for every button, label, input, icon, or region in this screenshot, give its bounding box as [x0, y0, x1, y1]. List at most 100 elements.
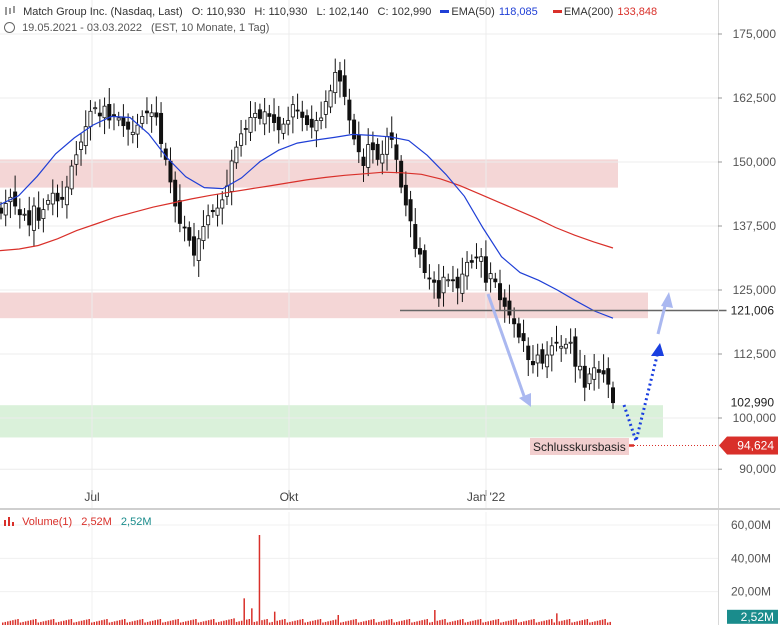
volume-bar — [347, 620, 350, 625]
volume-bar — [540, 621, 543, 625]
ema50-legend[interactable]: EMA(50) 118,085 — [440, 6, 546, 18]
volume-bar — [578, 620, 581, 625]
volume-bar — [469, 621, 472, 625]
volume-bar — [182, 621, 184, 625]
volume-bar — [27, 620, 29, 625]
last-price-label-text: 102,990 — [731, 396, 775, 410]
candle-body — [130, 131, 135, 136]
volume-bar — [566, 619, 568, 625]
volume-icon[interactable] — [4, 517, 15, 526]
candle-body — [220, 199, 225, 209]
ohlc-high: H: 110,930 — [254, 6, 308, 18]
volume-bar — [286, 622, 289, 625]
volume-bar — [146, 621, 149, 625]
volume-bar — [22, 621, 24, 625]
volume-bar — [507, 620, 510, 625]
chart-header-row1: Match Group Inc. (Nasdaq, Last) O: 110,9… — [4, 6, 669, 18]
candle-body — [13, 191, 18, 207]
volume-bar — [55, 622, 57, 625]
candle-body — [408, 199, 413, 222]
ema200-legend[interactable]: EMA(200) 133,848 — [552, 6, 663, 18]
volume-bar — [139, 619, 141, 625]
x-tick-label: Jul — [84, 490, 99, 504]
volume-bar — [195, 619, 197, 625]
candle-body — [196, 238, 201, 261]
volume-bar — [169, 620, 172, 625]
candle-body — [239, 133, 244, 146]
volume-bar — [601, 619, 604, 625]
candle-body — [568, 341, 573, 344]
chart-type-icon[interactable] — [4, 6, 16, 16]
volume-bar — [332, 620, 334, 625]
candle-body — [154, 112, 159, 118]
candle-body — [375, 143, 380, 160]
volume-bar — [462, 619, 464, 625]
candle-body — [563, 343, 568, 349]
volume-bar — [365, 620, 367, 625]
ema200-value: 133,848 — [617, 6, 658, 18]
candle-body — [74, 154, 79, 165]
volume-bar — [454, 620, 456, 625]
volume-bar — [68, 619, 70, 625]
volume-bar — [589, 622, 591, 625]
volume-bar — [294, 620, 296, 625]
candle-body — [140, 116, 145, 124]
candle-body — [578, 365, 583, 371]
zone-resistance-lower — [0, 292, 648, 319]
candle-body — [380, 153, 385, 164]
y-tick-label: 162,500 — [733, 91, 777, 105]
volume-bar — [223, 620, 225, 625]
candle-body — [370, 142, 375, 151]
volume-label: Volume(1) — [22, 516, 73, 528]
projection-arrows — [486, 292, 673, 447]
volume-bar — [212, 619, 215, 625]
candle-body — [22, 213, 27, 216]
volume-bar — [538, 621, 540, 625]
volume-bar — [149, 621, 151, 625]
candle-body — [168, 160, 173, 183]
volume-bar — [164, 621, 167, 625]
candle-body — [210, 209, 215, 213]
candle-body — [337, 70, 342, 82]
volume-y-tick-label: 20,00M — [731, 585, 771, 599]
candle-body — [512, 318, 517, 325]
volume-bar — [134, 620, 136, 625]
candle-body — [262, 111, 267, 125]
volume-bar — [393, 622, 395, 625]
volume-bar — [545, 620, 548, 625]
volume-bar — [558, 621, 561, 625]
volume-bar — [327, 621, 329, 625]
candle-body — [545, 354, 550, 368]
candle-body — [173, 179, 178, 207]
candle-body — [46, 199, 51, 205]
volume-bar — [98, 620, 101, 625]
volume-bar — [360, 621, 362, 625]
volume-bar — [268, 622, 271, 625]
volume-bar — [451, 621, 454, 625]
volume-bar — [497, 619, 500, 625]
volume-bar — [378, 621, 380, 625]
volume-bar — [151, 620, 154, 625]
candle-body — [300, 111, 305, 118]
candle-body — [342, 75, 347, 97]
volume-bar — [429, 622, 431, 625]
volume-bar — [525, 620, 528, 625]
volume-bar — [606, 622, 609, 625]
candle-body — [159, 112, 164, 144]
candle-body — [606, 368, 611, 385]
volume-bar — [584, 619, 586, 625]
candle-body — [389, 132, 394, 140]
candle-body — [290, 104, 295, 118]
candle-body — [554, 341, 559, 344]
volume-bar — [159, 619, 162, 625]
volume-bar — [345, 621, 347, 625]
ohlc-open: O: 110,930 — [191, 6, 246, 18]
volume-bar — [324, 621, 327, 625]
last-price-label: 102,990 — [726, 393, 779, 413]
volume-bar — [352, 619, 355, 625]
candle-body — [234, 146, 239, 164]
volume-bar — [395, 621, 398, 625]
candle-body — [399, 160, 404, 188]
volume-bar — [279, 620, 281, 625]
volume-bar — [342, 621, 345, 625]
